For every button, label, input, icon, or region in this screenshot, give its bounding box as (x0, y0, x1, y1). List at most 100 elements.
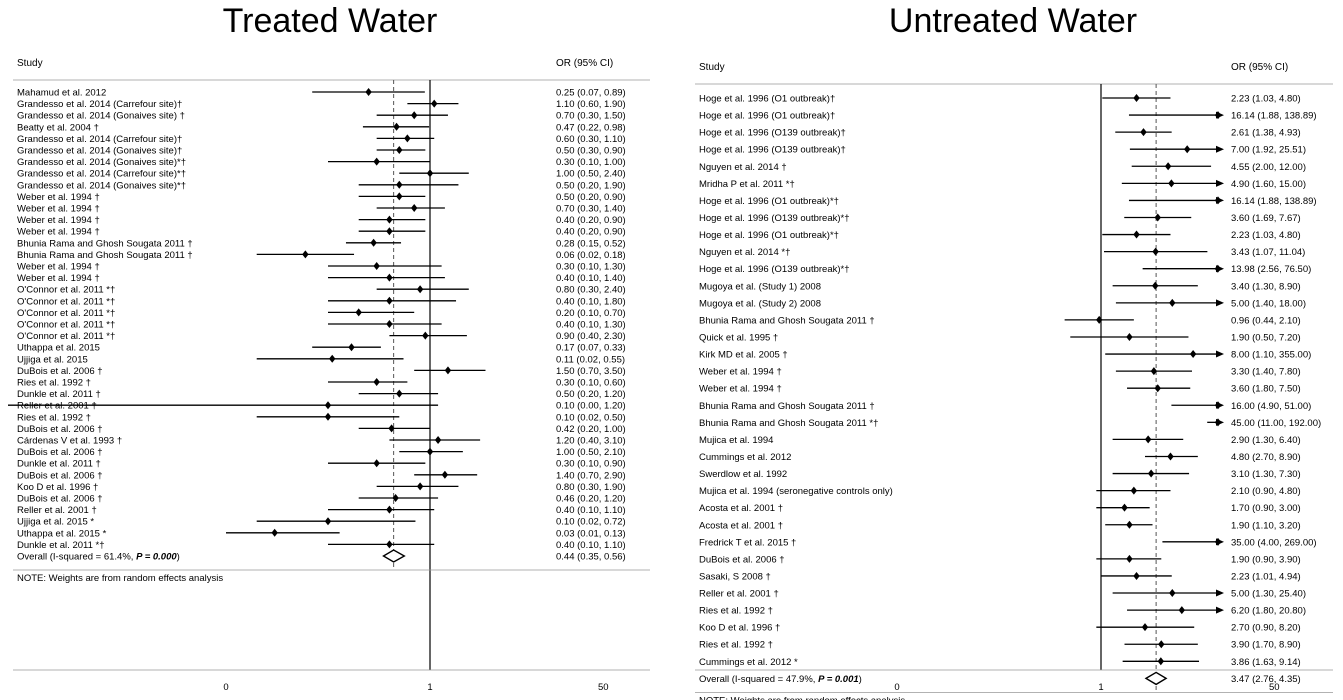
study-estimate-text: 5.00 (1.30, 25.40) (1231, 589, 1306, 600)
study-estimate-text: 0.11 (0.02, 0.55) (556, 354, 625, 365)
point-estimate-marker (441, 470, 449, 479)
point-estimate-marker (386, 505, 393, 514)
point-estimate-marker (1158, 640, 1165, 649)
study-label: Bhunia Rama and Ghosh Sougata 2011 † (17, 238, 193, 249)
study-label: Grandesso et al. 2014 (Gonaives site)*† (17, 180, 186, 191)
study-label: Cárdenas V et al. 1993 † (17, 436, 122, 447)
point-estimate-marker (302, 250, 309, 259)
study-label: O'Connor et al. 2011 *† (17, 320, 115, 331)
point-estimate-marker (324, 517, 332, 526)
study-estimate-text: 3.43 (1.07, 11.04) (1231, 247, 1305, 258)
study-label: Hoge et al. 1996 (O139 outbreak)*† (699, 264, 850, 275)
point-estimate-marker (426, 169, 434, 178)
study-estimate-text: 0.96 (0.44, 2.10) (1231, 315, 1301, 326)
study-label: Grandesso et al. 2014 (Carrefour site)† (17, 99, 182, 110)
study-estimate-text: 1.20 (0.40, 3.10) (556, 436, 626, 447)
point-estimate-marker (386, 296, 393, 305)
overall-label-heterogeneity: Overall (I-squared = 61.4%, (17, 552, 136, 563)
point-estimate-marker (386, 540, 393, 549)
study-estimate-text: 2.61 (1.38, 4.93) (1231, 128, 1301, 139)
overall-label-suffix: ) (177, 552, 180, 563)
point-estimate-marker (1189, 350, 1197, 359)
study-label: Weber et al. 1994 † (17, 227, 100, 238)
point-estimate-marker (1154, 213, 1161, 222)
study-estimate-text: 4.80 (2.70, 8.90) (1231, 452, 1301, 463)
point-estimate-marker (1130, 486, 1138, 495)
study-label: DuBois et al. 2006 † (699, 554, 785, 565)
study-label: Mahamud et al. 2012 (17, 88, 106, 99)
point-estimate-marker (411, 204, 418, 212)
study-estimate-text: 0.20 (0.10, 0.70) (556, 308, 626, 319)
ci-overflow-arrow (1216, 589, 1224, 597)
study-label: Ries et al. 1992 † (699, 606, 773, 617)
point-estimate-marker (434, 436, 442, 444)
study-estimate-text: 1.10 (0.60, 1.90) (556, 99, 626, 110)
study-label: Nguyen et al. 2014 *† (699, 247, 790, 258)
point-estimate-marker (444, 366, 452, 375)
study-estimate-text: 0.30 (0.10, 1.00) (556, 157, 626, 168)
study-estimate-text: 1.70 (0.90, 3.00) (1231, 503, 1301, 514)
study-label: Ujjiga et al. 2015 (17, 354, 88, 365)
ci-overflow-arrow (1216, 179, 1224, 187)
study-estimate-text: 0.90 (0.40, 2.30) (556, 331, 626, 342)
study-label: Ujjiga et al. 2015 * (17, 517, 94, 528)
study-estimate-text: 0.40 (0.10, 1.10) (556, 505, 626, 516)
study-label: Koo D et al. 1996 † (699, 623, 780, 634)
study-estimate-text: 0.80 (0.30, 2.40) (556, 285, 626, 296)
point-estimate-marker (1164, 162, 1172, 171)
study-estimate-text: 6.20 (1.80, 20.80) (1231, 606, 1306, 617)
point-estimate-marker (373, 378, 380, 386)
study-estimate-text: 1.00 (0.50, 2.40) (556, 169, 626, 180)
study-label: Swerdlow et al. 1992 (699, 469, 787, 480)
study-estimate-text: 2.70 (0.90, 8.20) (1231, 623, 1301, 634)
point-estimate-marker (1214, 418, 1222, 427)
study-label: DuBois et al. 2006 † (17, 447, 103, 458)
study-label: Weber et al. 1994 † (699, 367, 782, 378)
or-column-header: OR (95% CI) (1231, 62, 1288, 73)
point-estimate-marker (1152, 247, 1159, 256)
ci-overflow-arrow (1216, 606, 1224, 614)
study-label: O'Connor et al. 2011 *† (17, 285, 115, 296)
study-estimate-text: 1.90 (0.90, 3.90) (1231, 554, 1301, 565)
study-estimate-text: 3.60 (1.80, 7.50) (1231, 384, 1301, 395)
study-label: Koo D et al. 1996 † (17, 482, 98, 493)
point-estimate-marker (392, 494, 399, 502)
study-label: Bhunia Rama and Ghosh Sougata 2011 † (699, 315, 875, 326)
study-estimate-text: 2.23 (1.03, 4.80) (1231, 230, 1301, 241)
study-estimate-text: 0.40 (0.20, 0.90) (556, 215, 626, 226)
study-label: Weber et al. 1994 † (699, 384, 782, 395)
overall-label-suffix: ) (859, 674, 862, 685)
study-label: O'Connor et al. 2011 *† (17, 331, 115, 342)
study-label: DuBois et al. 2006 † (17, 424, 103, 435)
study-estimate-text: 0.40 (0.10, 1.40) (556, 273, 626, 284)
study-estimate-text: 2.23 (1.03, 4.80) (1231, 94, 1301, 105)
study-label: Mridha P et al. 2011 *† (699, 179, 795, 190)
study-estimate-text: 0.40 (0.10, 1.30) (556, 320, 626, 331)
study-estimate-text: 1.40 (0.70, 2.90) (556, 470, 626, 481)
ci-overflow-arrow (1216, 145, 1224, 153)
point-estimate-marker (1147, 469, 1155, 478)
point-estimate-marker (355, 308, 362, 317)
study-label: Hoge et al. 1996 (O1 outbreak)*† (699, 196, 839, 207)
point-estimate-marker (271, 528, 278, 537)
point-estimate-marker (426, 447, 434, 456)
study-estimate-text: 0.40 (0.10, 1.10) (556, 540, 626, 551)
point-estimate-marker (329, 354, 336, 363)
study-estimate-text: 4.90 (1.60, 15.00) (1231, 179, 1306, 190)
study-label: Beatty et al. 2004 † (17, 122, 99, 133)
study-label: Reller et al. 2001 † (699, 589, 779, 600)
study-label: Acosta et al. 2001 † (699, 520, 783, 531)
study-label: Cummings et al. 2012 (699, 452, 791, 463)
study-estimate-text: 0.17 (0.07, 0.33) (556, 343, 626, 354)
weights-note: NOTE: Weights are from random effects an… (699, 695, 905, 700)
study-estimate-text: 0.06 (0.02, 0.18) (556, 250, 626, 261)
point-estimate-marker (416, 285, 424, 294)
point-estimate-marker (1126, 554, 1133, 563)
point-estimate-marker (396, 146, 403, 154)
study-label: Sasaki, S 2008 † (699, 571, 771, 582)
study-estimate-text: 0.42 (0.20, 1.00) (556, 424, 626, 435)
study-label: Hoge et al. 1996 (O139 outbreak)† (699, 128, 846, 139)
overall-diamond (382, 549, 406, 563)
point-estimate-marker (373, 459, 380, 468)
study-label: Ries et al. 1992 † (17, 378, 91, 389)
